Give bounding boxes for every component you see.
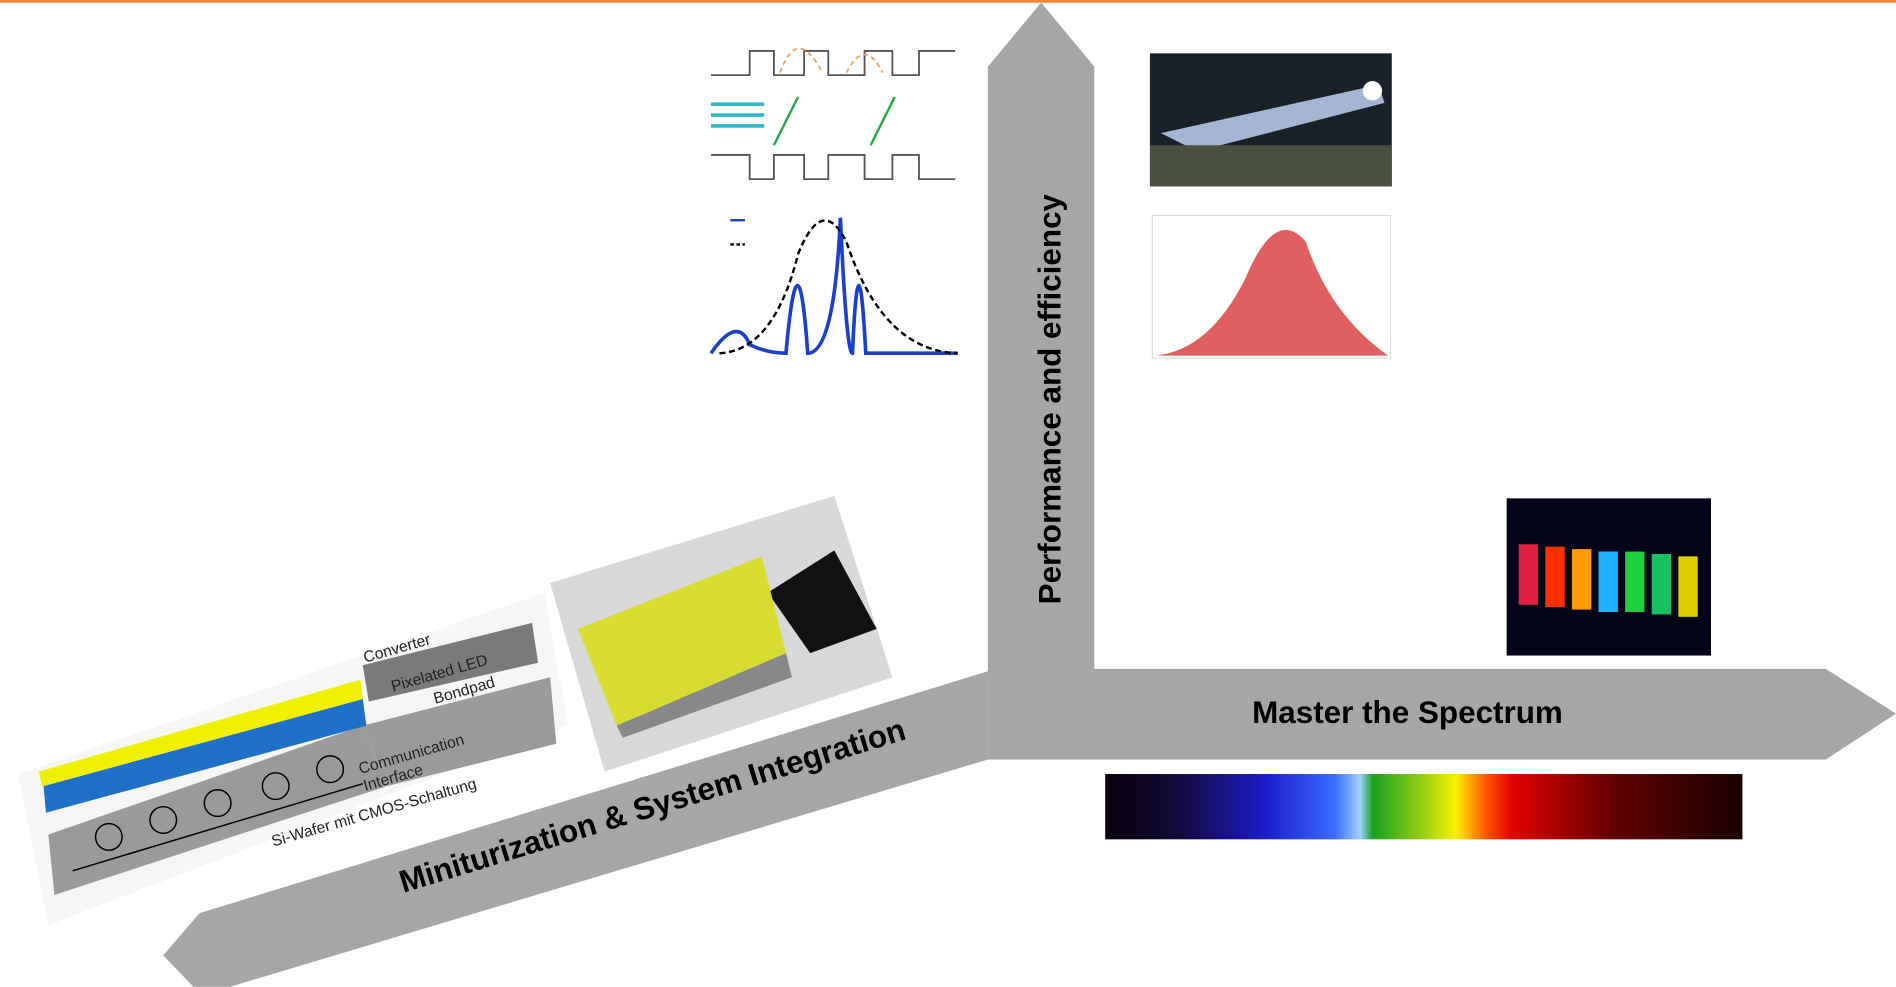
histogram: [1152, 215, 1390, 358]
axis-label: Master the Spectrum: [1252, 695, 1563, 730]
photo-headlight: [1150, 53, 1392, 186]
photo-bottles: [1507, 498, 1711, 655]
spectrum-bar: [1105, 774, 1742, 839]
top-rule: [0, 0, 1896, 2]
axis-label: Performance and efficiency: [1032, 193, 1067, 604]
spectrum-plot: [711, 218, 958, 353]
band-diagram: [711, 49, 955, 180]
slide: Performance and efficiency Master the Sp…: [0, 0, 1896, 987]
